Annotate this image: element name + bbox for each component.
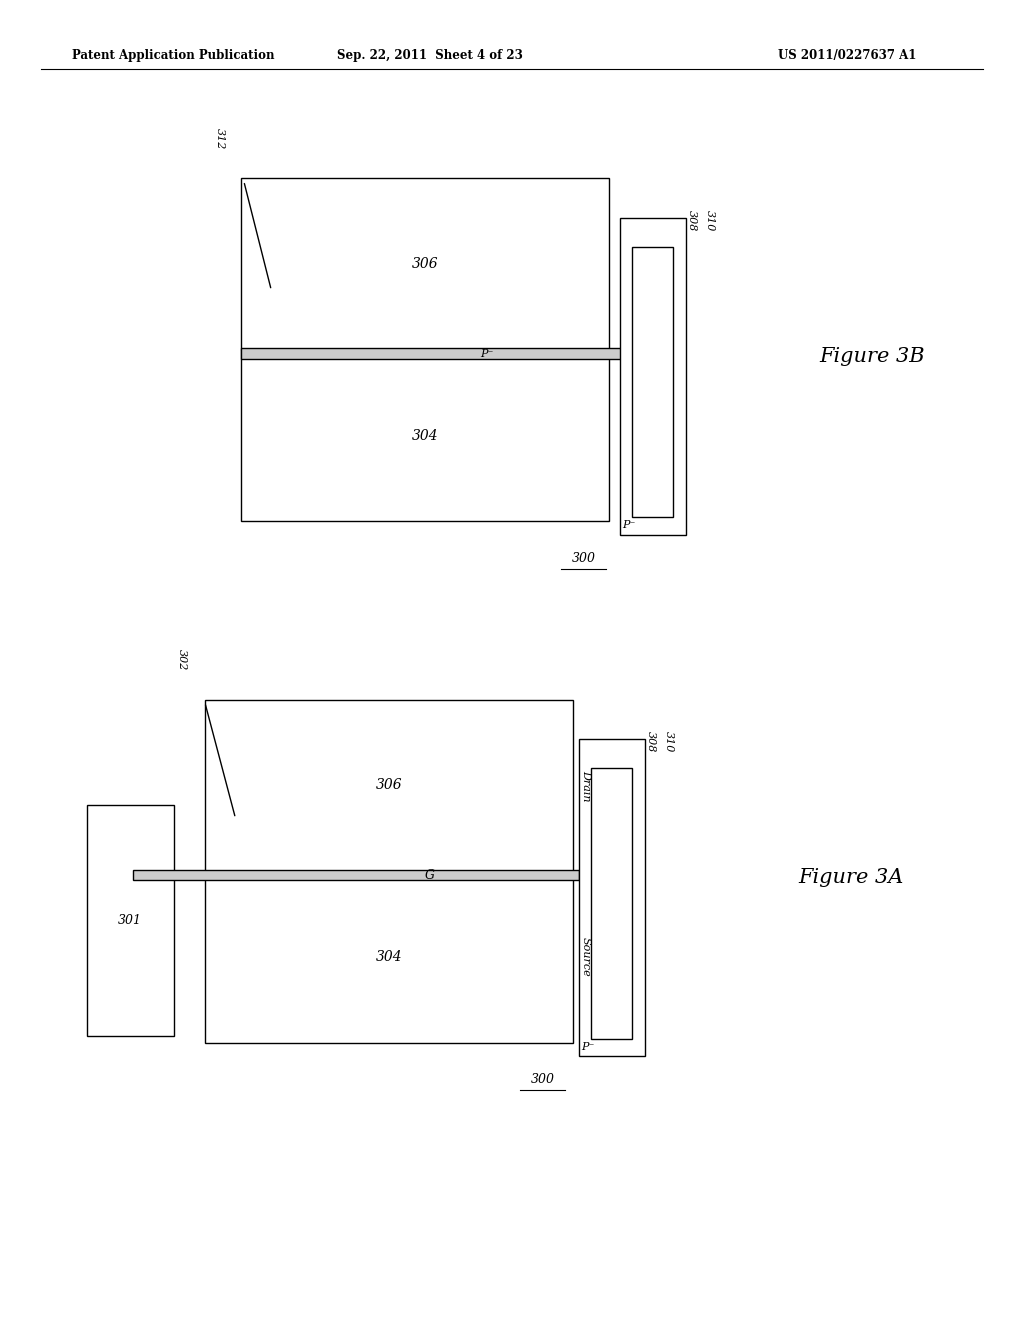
Text: Figure 3B: Figure 3B [819, 347, 925, 366]
Text: P⁻: P⁻ [623, 520, 636, 531]
Text: 308: 308 [687, 210, 697, 231]
Bar [620, 218, 686, 535]
Text: P⁻: P⁻ [479, 348, 494, 359]
Text: 300: 300 [530, 1073, 555, 1086]
Text: Figure 3A: Figure 3A [799, 869, 904, 887]
Text: P⁻: P⁻ [582, 1041, 595, 1052]
Text: Patent Application Publication: Patent Application Publication [72, 49, 274, 62]
Bar [241, 178, 609, 350]
Bar [579, 739, 645, 1056]
Text: 302: 302 [177, 649, 187, 671]
Bar [87, 805, 174, 1036]
Text: 308: 308 [646, 731, 656, 752]
Bar [632, 247, 673, 517]
Text: 312: 312 [215, 128, 225, 149]
Text: G: G [425, 869, 435, 882]
Bar [205, 871, 573, 1043]
Text: 306: 306 [412, 257, 438, 271]
Text: US 2011/0227637 A1: US 2011/0227637 A1 [778, 49, 916, 62]
Text: 310: 310 [705, 210, 715, 231]
Text: 306: 306 [376, 779, 402, 792]
Text: 304: 304 [412, 429, 438, 442]
Bar [241, 350, 609, 521]
Text: 301: 301 [118, 913, 142, 927]
Text: 304: 304 [376, 950, 402, 964]
Bar [241, 348, 625, 359]
Bar [591, 768, 632, 1039]
Text: Source: Source [581, 937, 591, 977]
Bar [133, 870, 579, 880]
Text: 300: 300 [571, 552, 596, 565]
Text: Sep. 22, 2011  Sheet 4 of 23: Sep. 22, 2011 Sheet 4 of 23 [337, 49, 523, 62]
Bar [205, 700, 573, 871]
Text: Drain: Drain [581, 770, 591, 801]
Text: 310: 310 [664, 731, 674, 752]
